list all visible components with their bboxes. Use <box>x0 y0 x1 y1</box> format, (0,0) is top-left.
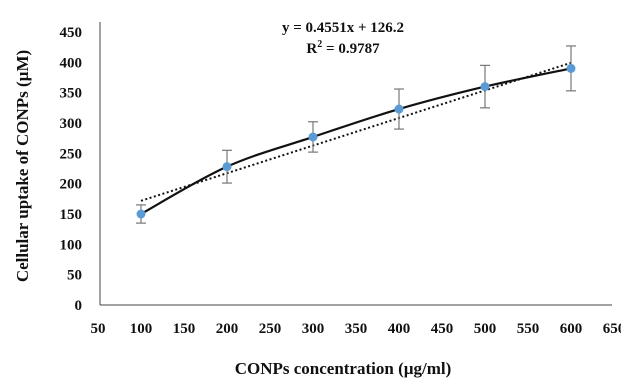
ticks-layer: 5010015020025030035040045050055060065005… <box>60 25 621 337</box>
trendline-equation: y = 0.4551x + 126.2 <box>282 20 404 36</box>
x-tick-label: 650 <box>603 321 621 337</box>
r-squared-label: R <box>306 41 317 57</box>
x-tick-label: 300 <box>302 321 325 337</box>
y-tick-label: 350 <box>60 86 83 102</box>
data-point <box>567 64 576 73</box>
y-tick-label: 50 <box>67 268 82 284</box>
data-points-layer <box>137 64 576 219</box>
x-tick-label: 550 <box>517 321 540 337</box>
y-tick-label: 450 <box>60 25 83 41</box>
y-tick-label: 400 <box>60 55 83 71</box>
y-tick-label: 100 <box>60 237 83 253</box>
x-tick-label: 600 <box>560 321 583 337</box>
x-tick-label: 450 <box>431 321 454 337</box>
fit-layer <box>141 63 571 214</box>
series-smooth-line <box>141 68 571 214</box>
r-squared-value: = 0.9787 <box>322 41 380 57</box>
data-point <box>309 132 318 141</box>
data-point <box>137 210 146 219</box>
x-tick-label: 100 <box>130 321 153 337</box>
data-point <box>395 105 404 114</box>
error-bars-layer <box>136 46 576 223</box>
x-tick-label: 500 <box>474 321 497 337</box>
y-tick-label: 300 <box>60 116 83 132</box>
x-tick-label: 250 <box>259 321 282 337</box>
y-tick-label: 250 <box>60 146 83 162</box>
data-point <box>223 162 232 171</box>
x-tick-label: 350 <box>345 321 368 337</box>
linear-trendline <box>141 63 571 201</box>
x-tick-label: 400 <box>388 321 411 337</box>
axes-layer <box>100 22 612 305</box>
x-axis-title: CONPs concentration (µg/ml) <box>235 359 452 378</box>
y-tick-label: 200 <box>60 177 83 193</box>
x-tick-label: 50 <box>91 321 106 337</box>
x-tick-label: 150 <box>173 321 196 337</box>
trendline-r-squared: R2 = 0.9787 <box>306 39 380 57</box>
y-tick-label: 0 <box>75 298 83 314</box>
y-tick-label: 150 <box>60 207 83 223</box>
x-tick-label: 200 <box>216 321 239 337</box>
data-point <box>481 82 490 91</box>
y-axis-title: Cellular uptake of CONPs (µM) <box>13 50 32 282</box>
